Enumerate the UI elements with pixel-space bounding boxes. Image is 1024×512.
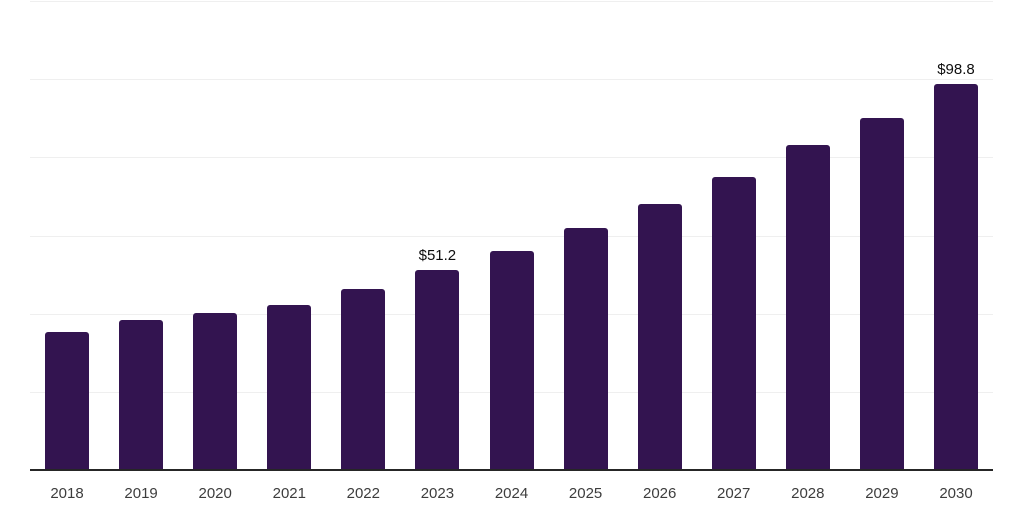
bar-2020 xyxy=(193,312,238,470)
x-tick-label-2024: 2024 xyxy=(494,485,529,502)
x-tick-label-2029: 2029 xyxy=(865,485,899,502)
bar-2028 xyxy=(785,144,830,470)
x-tick-label-2028: 2028 xyxy=(791,485,825,502)
x-tick-label-2025: 2025 xyxy=(568,485,603,502)
gridline xyxy=(30,79,993,80)
bar-2025 xyxy=(563,228,608,470)
x-tick-label-2030: 2030 xyxy=(939,485,973,502)
gridline xyxy=(30,1,993,2)
bar-2027 xyxy=(711,176,756,470)
x-tick-label-2023: 2023 xyxy=(420,485,455,502)
bar-2029 xyxy=(859,117,904,470)
bar-2021 xyxy=(267,304,312,470)
gridline xyxy=(30,236,993,237)
bar-2026 xyxy=(637,204,682,470)
bar-2019 xyxy=(119,319,164,470)
x-tick-label-2019: 2019 xyxy=(124,485,158,502)
x-tick-label-2021: 2021 xyxy=(272,485,306,502)
x-tick-label-2018: 2018 xyxy=(50,485,84,502)
bar-2022 xyxy=(341,289,386,470)
data-label-2030: $98.8 xyxy=(937,60,975,78)
gridline xyxy=(30,157,993,158)
data-label-2023: $51.2 xyxy=(418,246,457,264)
x-tick-label-2022: 2022 xyxy=(346,485,380,502)
bar-2024 xyxy=(489,251,534,470)
bar-2030 xyxy=(934,83,978,470)
x-tick-label-2027: 2027 xyxy=(717,485,751,502)
x-tick-label-2020: 2020 xyxy=(198,485,232,502)
x-tick-label-2026: 2026 xyxy=(643,485,677,502)
x-axis-line xyxy=(30,469,993,471)
bar-2023 xyxy=(415,269,460,470)
bar-2018 xyxy=(45,332,89,470)
